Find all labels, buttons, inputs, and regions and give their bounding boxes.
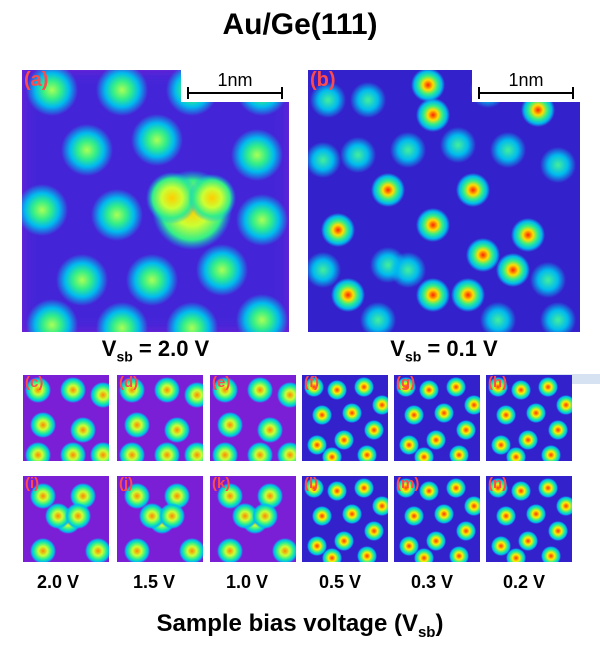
panel-label: (c): [25, 375, 44, 391]
panel-label: (g): [396, 375, 416, 391]
stm-image-b: (b) 1nm: [308, 70, 580, 332]
panel-label: (i): [25, 476, 40, 492]
stm-small-image: (f): [302, 375, 388, 461]
column-voltage: 0.5 V: [318, 572, 362, 592]
panel-label: (h): [488, 375, 508, 391]
panel-label: (b): [310, 70, 336, 91]
stm-small-image: (l): [302, 476, 388, 562]
column-voltage: 0.3 V: [410, 572, 454, 592]
stm-small-image: (h): [486, 375, 572, 461]
stm-small-image: (m): [394, 476, 480, 562]
column-voltage: 1.0 V: [225, 572, 269, 592]
stm-small-image: (j): [117, 476, 203, 562]
panel-label: (f): [304, 375, 319, 391]
stm-small-image: (n): [486, 476, 572, 562]
stm-small-image: (e): [210, 375, 296, 461]
figure-title: Au/Ge(111): [222, 8, 378, 41]
panel-label: (m): [396, 476, 420, 492]
panel-label: (e): [212, 375, 231, 391]
column-voltage: 0.2 V: [502, 572, 546, 592]
column-voltage: 1.5 V: [132, 572, 176, 592]
stm-small-image: (k): [210, 476, 296, 562]
panel-label: (d): [119, 375, 139, 391]
stm-small-image: (i): [23, 476, 109, 562]
panel-label: (a): [24, 70, 49, 91]
stm-small-image: (c): [23, 375, 109, 461]
stm-small-image: (g): [394, 375, 480, 461]
stm-image-a: (a) 1nm: [22, 70, 289, 332]
column-voltage: 2.0 V: [36, 572, 80, 592]
x-axis-label: Sample bias voltage (Vsb): [156, 610, 444, 641]
panel-label: (j): [119, 476, 134, 492]
panel-label: (k): [212, 476, 231, 492]
scale-bar: 1nm: [472, 70, 580, 102]
panel-label: (n): [488, 476, 508, 492]
panel-label: (l): [304, 476, 319, 492]
scale-bar-label: 1nm: [217, 70, 253, 90]
bias-label-a: Vsb = 2.0 V: [101, 336, 210, 365]
stm-small-image: (d): [117, 375, 203, 461]
scale-bar: 1nm: [181, 70, 289, 102]
scale-bar-label: 1nm: [508, 70, 544, 90]
bias-label-b: Vsb = 0.1 V: [390, 336, 498, 365]
